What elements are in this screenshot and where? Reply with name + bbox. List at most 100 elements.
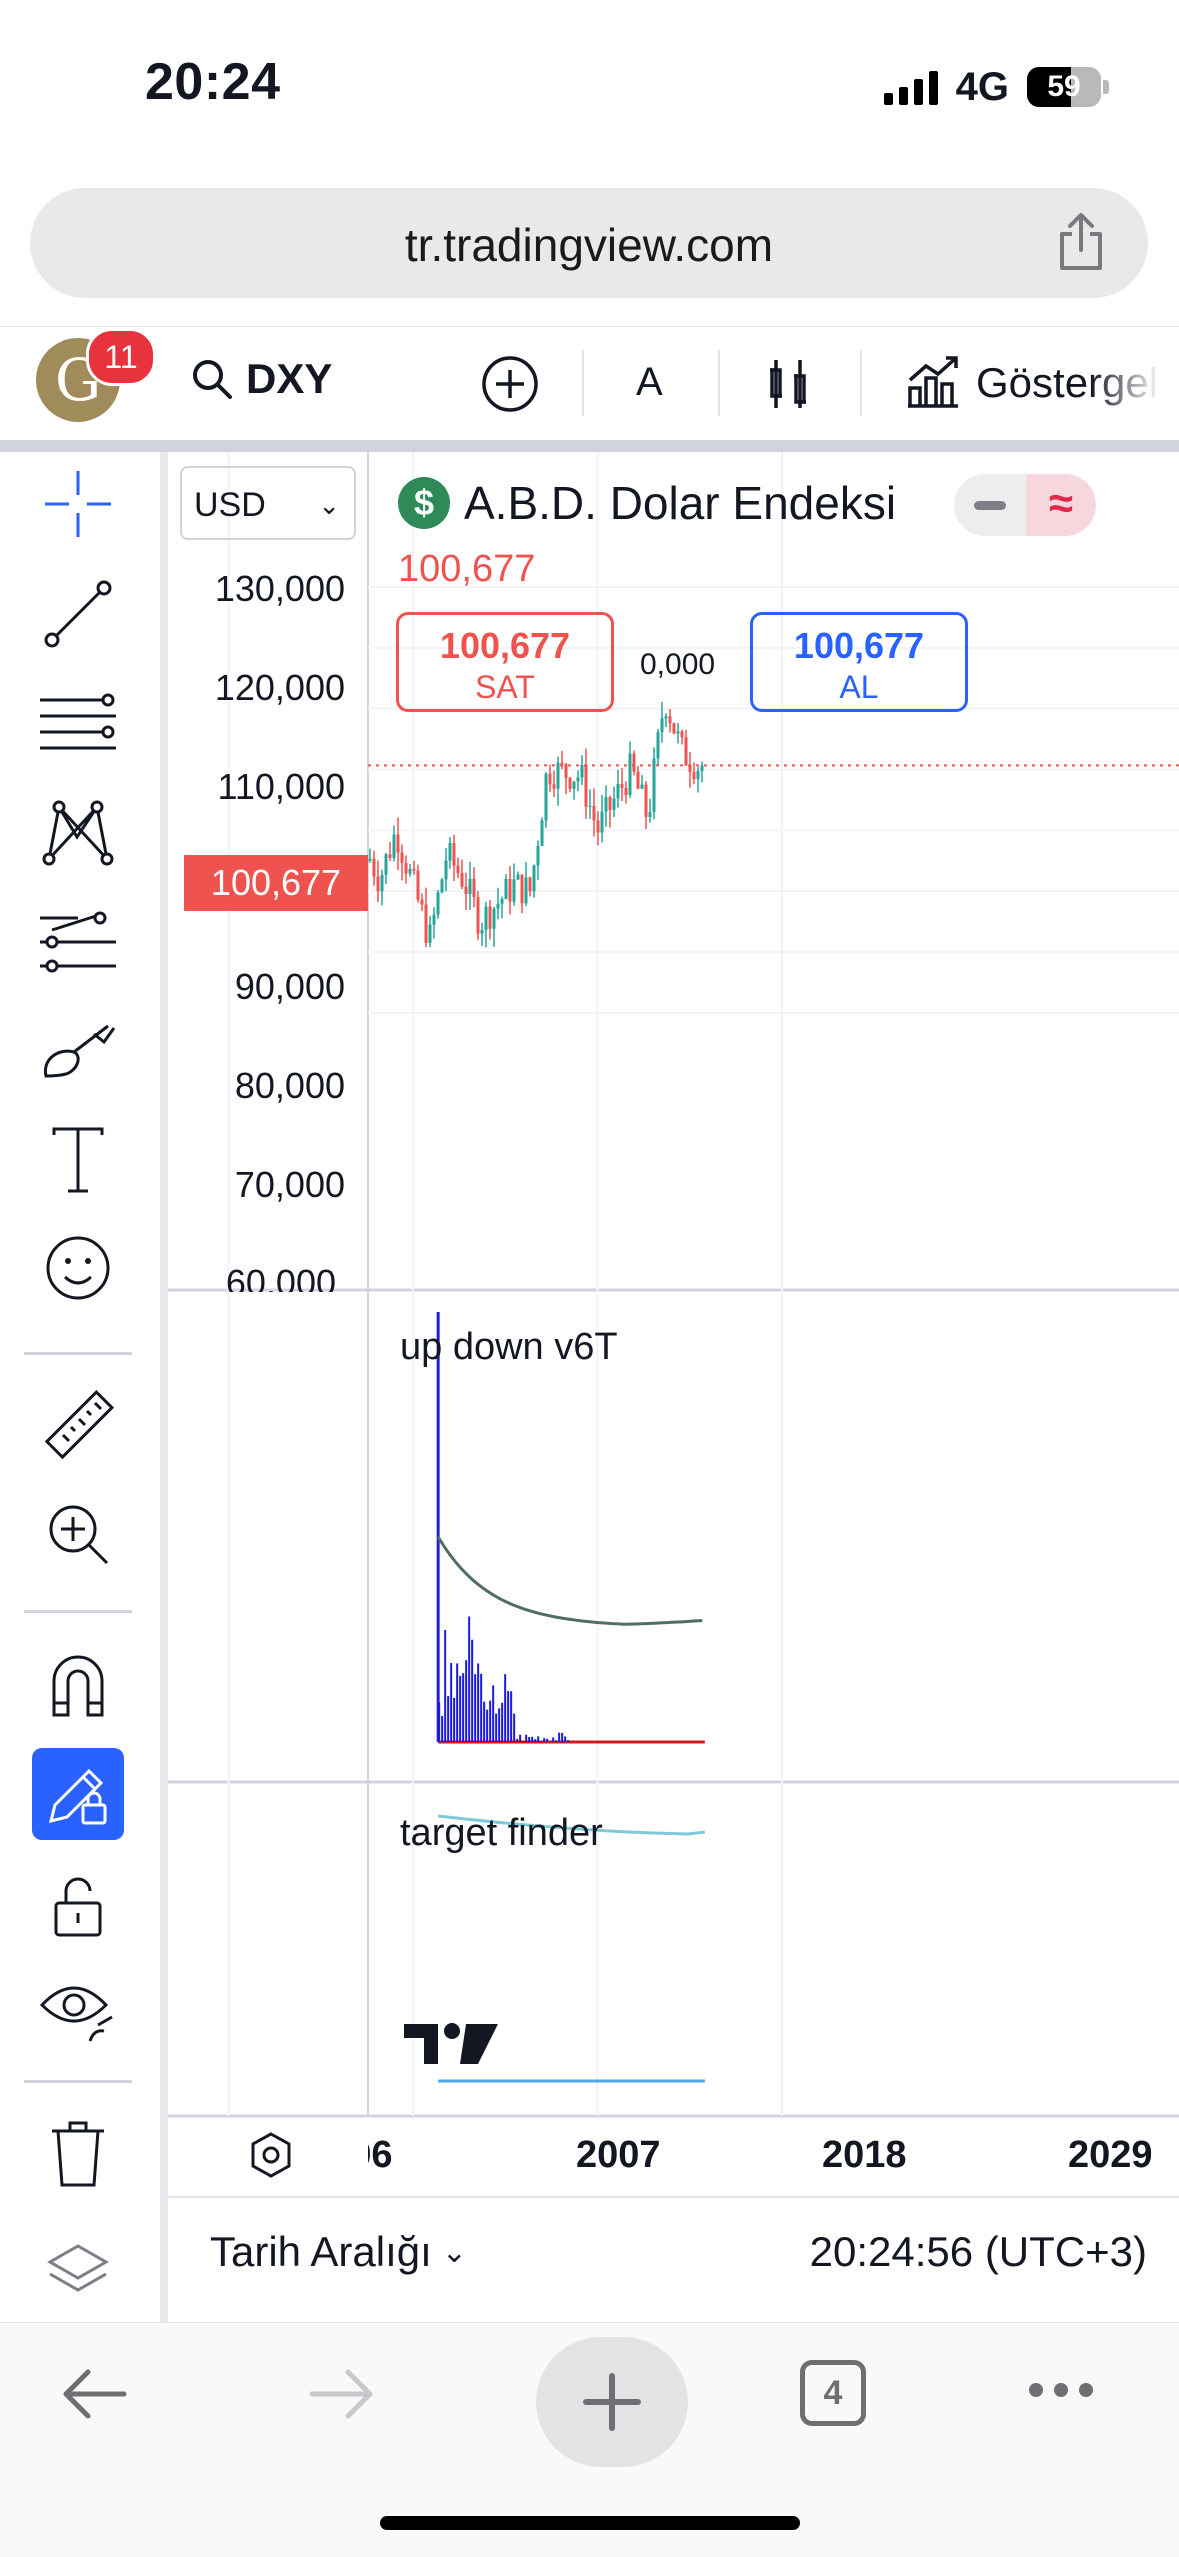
sine-wave-icon[interactable]: ≈ (1026, 474, 1096, 536)
candle-body (393, 835, 396, 858)
collapse-legend-button[interactable] (954, 474, 1026, 536)
indicators-icon (904, 354, 962, 412)
candle-body (525, 877, 528, 903)
candle-body (397, 835, 400, 853)
candle-body (629, 753, 632, 795)
text-format-button[interactable]: A (636, 360, 663, 405)
candle-body (641, 785, 644, 789)
currency-select[interactable]: USD ⌄ (180, 466, 356, 540)
toolbar-divider (0, 440, 1179, 452)
last-price: 100,677 (398, 548, 535, 591)
price-tag: 100,677 (184, 855, 368, 911)
candle-body (441, 880, 444, 893)
magnet-icon[interactable] (28, 1644, 128, 1724)
back-arrow-icon[interactable] (58, 2366, 130, 2427)
battery-icon: 59 (1027, 67, 1101, 107)
notification-badge[interactable]: 11 (86, 328, 156, 386)
zoom-in-icon[interactable] (28, 1494, 128, 1574)
unlock-icon[interactable] (28, 1866, 128, 1946)
candle-body (577, 777, 580, 781)
chart-type-button[interactable] (766, 356, 814, 417)
fib-retracement-icon[interactable] (28, 684, 128, 764)
lock-drawing-icon[interactable] (32, 1748, 124, 1840)
candle-body (585, 765, 588, 807)
candle-body (373, 859, 376, 877)
indicator-bar (477, 1663, 479, 1742)
compare-symbol-button[interactable] (480, 354, 540, 419)
indicator-bar (510, 1691, 512, 1742)
buy-price: 100,677 (753, 625, 965, 667)
candle-body (513, 879, 516, 901)
indicator-bar (492, 1685, 494, 1742)
ruler-icon[interactable] (28, 1386, 128, 1466)
chart-clock[interactable]: 20:24:56 (UTC+3) (810, 2228, 1147, 2276)
share-icon[interactable] (1054, 212, 1108, 277)
emoji-icon[interactable] (28, 1228, 128, 1308)
instrument-title[interactable]: $ A.B.D. Dolar Endeksi (398, 476, 896, 530)
battery-level: 59 (1027, 67, 1101, 107)
price-chart[interactable] (168, 452, 1179, 2322)
candle-body (669, 716, 672, 723)
crosshair-icon[interactable] (28, 464, 128, 544)
trash-icon[interactable] (28, 2114, 128, 2194)
candle-body (461, 873, 464, 887)
spread-value: 0,000 (640, 648, 715, 682)
url-text[interactable]: tr.tradingview.com (30, 218, 1148, 272)
search-icon (190, 357, 234, 401)
candle-body (601, 812, 604, 833)
plus-icon (582, 2372, 642, 2432)
cellular-signal-icon (884, 69, 938, 105)
indicator-bar (441, 1716, 443, 1742)
indicator-label[interactable]: up down v6T (400, 1326, 618, 1369)
y-axis-label: 90,000 (235, 966, 345, 1008)
trend-line-icon[interactable] (28, 574, 128, 654)
candle-body (505, 879, 508, 899)
text-icon[interactable] (28, 1120, 128, 1200)
indicator-bar (459, 1676, 461, 1742)
candle-body (593, 806, 596, 821)
candle-body (605, 797, 608, 812)
candle-body (433, 915, 436, 925)
chart-area[interactable] (168, 452, 1179, 2322)
candle-body (549, 774, 552, 785)
sell-button[interactable]: 100,677 SAT (396, 612, 614, 712)
candle-body (561, 763, 564, 765)
new-tab-button[interactable] (536, 2337, 688, 2467)
tradingview-logo (404, 2018, 500, 2075)
x-axis-label: 2007 (576, 2134, 661, 2177)
tab-switcher-button[interactable]: 4 (800, 2360, 866, 2426)
prediction-icon[interactable] (28, 902, 128, 982)
indicator-bar (534, 1739, 536, 1742)
y-axis-label: 70,000 (235, 1164, 345, 1206)
address-bar[interactable]: tr.tradingview.com (30, 188, 1148, 298)
indicator-bar (471, 1640, 473, 1742)
indicator-bar (501, 1703, 503, 1742)
symbol-search-button[interactable]: DXY (190, 355, 332, 403)
candle-body (533, 866, 536, 892)
indicator-bar (564, 1736, 566, 1742)
candle-body (497, 904, 500, 909)
more-icon[interactable] (1026, 2380, 1096, 2405)
candle-body (649, 812, 652, 817)
drawing-toolbar (0, 452, 160, 2322)
candle-body (557, 763, 560, 789)
candle-body (657, 732, 660, 758)
layers-icon[interactable] (28, 2232, 128, 2312)
indicator-bar (465, 1660, 467, 1742)
pattern-icon[interactable] (28, 792, 128, 872)
forward-arrow-icon[interactable] (306, 2366, 378, 2427)
chevron-down-icon: ⌄ (442, 2235, 467, 2270)
indicator-label[interactable]: target finder (400, 1812, 603, 1855)
brush-icon[interactable] (28, 1010, 128, 1090)
date-range-button[interactable]: Tarih Aralığı ⌄ (210, 2228, 467, 2276)
candle-body (609, 797, 612, 810)
currency-value: USD (194, 486, 266, 524)
y-axis-label: 110,000 (218, 766, 345, 808)
candle-body (493, 909, 496, 929)
candle-body (401, 853, 404, 863)
eye-icon[interactable] (28, 1972, 128, 2052)
x-axis[interactable]: 1996 2007 2018 2029 (368, 2120, 1179, 2180)
settings-icon[interactable] (246, 2130, 296, 2185)
candle-body (565, 764, 568, 778)
buy-button[interactable]: 100,677 AL (750, 612, 968, 712)
